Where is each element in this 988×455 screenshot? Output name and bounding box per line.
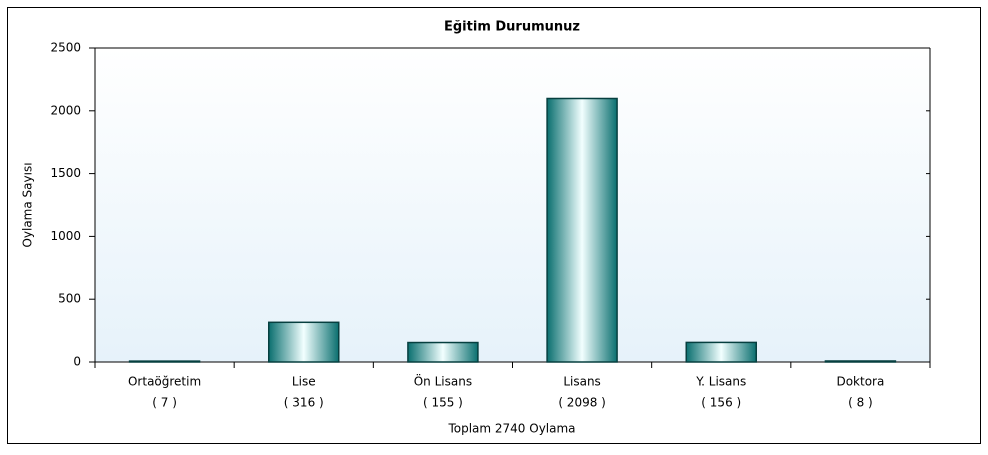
value-label: ( 156 ) (701, 396, 741, 410)
bar (128, 360, 201, 363)
y-tick-label: 2500 (50, 41, 81, 55)
y-axis-label: Oylama Sayısı (21, 162, 35, 247)
value-label: ( 2098 ) (558, 396, 606, 410)
bar (824, 360, 897, 363)
bar (685, 341, 757, 363)
bar (268, 321, 340, 363)
x-tick-label: Doktora (836, 375, 884, 389)
y-tick-label: 0 (73, 355, 81, 369)
x-tick-label: Y. Lisans (695, 375, 746, 389)
x-tick-label: Lisans (563, 375, 600, 389)
value-label: ( 7 ) (152, 396, 177, 410)
x-tick-label: Ön Lisans (414, 373, 472, 389)
x-tick-label: Lise (292, 375, 316, 389)
y-tick-label: 2000 (50, 103, 81, 117)
x-tick-label: Ortaöğretim (128, 375, 201, 389)
y-tick-label: 1000 (50, 229, 81, 243)
y-tick-label: 500 (58, 292, 81, 306)
plot-area (95, 48, 930, 362)
bar (407, 341, 479, 363)
value-label: ( 8 ) (848, 396, 873, 410)
x-axis-label: Toplam 2740 Oylama (447, 422, 575, 436)
value-label: ( 316 ) (284, 396, 324, 410)
chart-title: Eğitim Durumunuz (444, 20, 580, 35)
y-tick-label: 1500 (50, 166, 81, 180)
value-label: ( 155 ) (423, 396, 463, 410)
bar (546, 97, 618, 363)
